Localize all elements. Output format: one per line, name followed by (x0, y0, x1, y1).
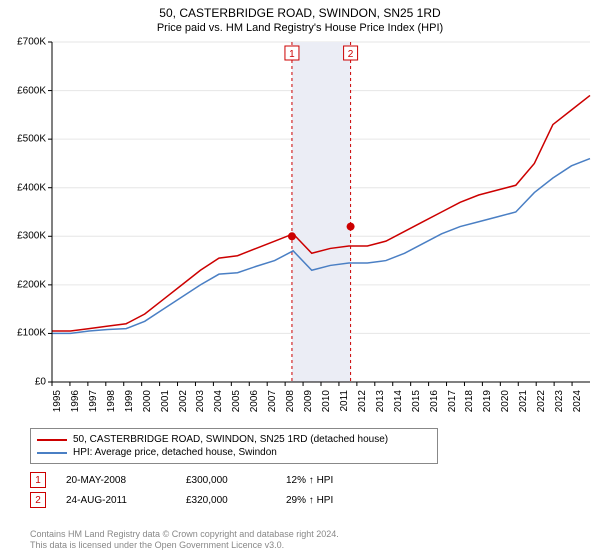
x-tick-label: 2004 (213, 390, 224, 420)
x-tick-label: 2003 (195, 390, 206, 420)
x-tick-label: 2022 (536, 390, 547, 420)
marker-number-box: 2 (30, 492, 46, 508)
x-tick-label: 2024 (572, 390, 583, 420)
chart-title: 50, CASTERBRIDGE ROAD, SWINDON, SN25 1RD (0, 0, 600, 20)
x-tick-label: 2010 (321, 390, 332, 420)
x-tick-label: 2000 (142, 390, 153, 420)
x-tick-label: 2011 (339, 390, 350, 420)
x-tick-label: 2021 (518, 390, 529, 420)
x-tick-label: 2002 (178, 390, 189, 420)
legend: 50, CASTERBRIDGE ROAD, SWINDON, SN25 1RD… (30, 428, 438, 464)
y-tick-label: £300K (17, 231, 46, 242)
marker-date: 20-MAY-2008 (66, 475, 166, 486)
chart-area: 12 (52, 42, 590, 382)
marker-number-box: 1 (30, 472, 46, 488)
x-tick-label: 2023 (554, 390, 565, 420)
legend-label: 50, CASTERBRIDGE ROAD, SWINDON, SN25 1RD… (73, 434, 388, 445)
chart-subtitle: Price paid vs. HM Land Registry's House … (0, 20, 600, 34)
y-tick-label: £100K (17, 328, 46, 339)
y-tick-label: £500K (17, 134, 46, 145)
x-tick-label: 2006 (249, 390, 260, 420)
x-tick-label: 2016 (429, 390, 440, 420)
x-tick-label: 1997 (88, 390, 99, 420)
marker-table: 1 20-MAY-2008 £300,000 12% ↑ HPI 2 24-AUG-201… (30, 470, 376, 510)
y-axis: £0£100K£200K£300K£400K£500K£600K£700K (0, 42, 50, 382)
marker-row: 1 20-MAY-2008 £300,000 12% ↑ HPI (30, 470, 376, 490)
legend-swatch (37, 452, 67, 454)
footnote-line1: Contains HM Land Registry data © Crown c… (30, 529, 339, 541)
x-tick-label: 2018 (464, 390, 475, 420)
svg-text:2: 2 (348, 49, 354, 60)
x-tick-label: 2009 (303, 390, 314, 420)
x-tick-label: 2008 (285, 390, 296, 420)
y-tick-label: £700K (17, 37, 46, 48)
footnote: Contains HM Land Registry data © Crown c… (30, 529, 339, 552)
x-tick-label: 1998 (106, 390, 117, 420)
marker-pct: 12% ↑ HPI (286, 475, 376, 486)
y-tick-label: £600K (17, 85, 46, 96)
x-tick-label: 2013 (375, 390, 386, 420)
x-tick-label: 2019 (482, 390, 493, 420)
y-tick-label: £0 (35, 377, 46, 388)
plot-svg: 12 (52, 42, 590, 382)
footnote-line2: This data is licensed under the Open Gov… (30, 540, 339, 552)
marker-price: £300,000 (186, 475, 266, 486)
legend-item: HPI: Average price, detached house, Swin… (37, 446, 431, 459)
svg-text:1: 1 (289, 49, 295, 60)
x-tick-label: 1995 (52, 390, 63, 420)
x-tick-label: 1996 (70, 390, 81, 420)
marker-row: 2 24-AUG-2011 £320,000 29% ↑ HPI (30, 490, 376, 510)
legend-item: 50, CASTERBRIDGE ROAD, SWINDON, SN25 1RD… (37, 433, 431, 446)
marker-price: £320,000 (186, 495, 266, 506)
x-tick-label: 1999 (124, 390, 135, 420)
x-tick-label: 2020 (500, 390, 511, 420)
marker-date: 24-AUG-2011 (66, 495, 166, 506)
x-tick-label: 2015 (411, 390, 422, 420)
marker-pct: 29% ↑ HPI (286, 495, 376, 506)
chart-container: 50, CASTERBRIDGE ROAD, SWINDON, SN25 1RD… (0, 0, 600, 560)
y-tick-label: £200K (17, 279, 46, 290)
x-tick-label: 2005 (231, 390, 242, 420)
x-tick-label: 2012 (357, 390, 368, 420)
legend-swatch (37, 439, 67, 441)
x-axis: 1995 1996 1997 1998 1999 2000 2001 2002 2003 2004… (52, 386, 590, 426)
x-tick-label: 2007 (267, 390, 278, 420)
x-tick-label: 2001 (160, 390, 171, 420)
y-tick-label: £400K (17, 182, 46, 193)
x-tick-label: 2014 (393, 390, 404, 420)
legend-label: HPI: Average price, detached house, Swin… (73, 447, 277, 458)
x-tick-label: 2017 (447, 390, 458, 420)
